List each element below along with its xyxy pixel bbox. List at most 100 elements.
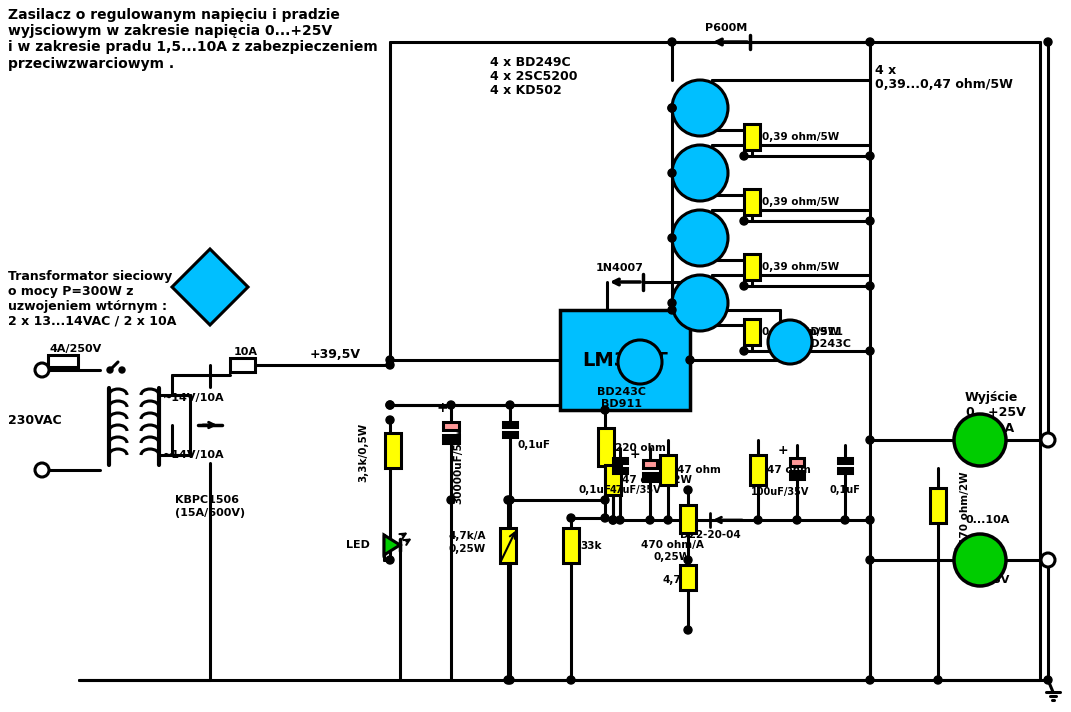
Text: Zasilacz o regulowanym napięciu i pradzie
wyjsciowym w zakresie napięcia 0...+25: Zasilacz o regulowanym napięciu i pradzi… — [7, 8, 378, 70]
Text: LED: LED — [346, 540, 369, 550]
Circle shape — [506, 676, 514, 684]
Circle shape — [107, 367, 114, 373]
Text: 47uF/35V: 47uF/35V — [609, 485, 661, 495]
Bar — [680, 565, 696, 590]
Text: 4 x: 4 x — [875, 63, 896, 76]
Circle shape — [934, 676, 942, 684]
Text: P600M: P600M — [705, 23, 748, 33]
Bar — [838, 458, 853, 463]
Bar — [500, 528, 516, 563]
Circle shape — [1044, 38, 1052, 46]
Circle shape — [841, 516, 849, 524]
Text: Wyjście: Wyjście — [965, 392, 1019, 404]
Circle shape — [866, 347, 874, 355]
Text: 4 x KD502: 4 x KD502 — [491, 83, 562, 97]
Polygon shape — [384, 535, 399, 555]
Bar — [560, 310, 690, 410]
Bar — [598, 428, 614, 466]
Circle shape — [668, 306, 676, 314]
Text: 220 ohm: 220 ohm — [615, 443, 666, 453]
Bar — [563, 528, 579, 563]
Bar — [48, 355, 78, 367]
Circle shape — [672, 275, 728, 331]
Circle shape — [668, 38, 676, 46]
Bar — [660, 455, 676, 485]
Text: +39,5V: +39,5V — [310, 347, 361, 360]
Circle shape — [866, 556, 874, 564]
Circle shape — [506, 496, 514, 504]
Bar — [744, 254, 760, 280]
Circle shape — [793, 516, 801, 524]
Text: 0,25W: 0,25W — [653, 552, 691, 562]
Text: 1...10A: 1...10A — [965, 422, 1015, 434]
Text: (15A/600V): (15A/600V) — [175, 508, 245, 518]
Circle shape — [567, 514, 575, 522]
Text: 0,39 ohm/5W: 0,39 ohm/5W — [761, 132, 840, 142]
Bar — [744, 124, 760, 150]
Circle shape — [1044, 676, 1052, 684]
Text: 0...+25V: 0...+25V — [965, 407, 1026, 419]
Circle shape — [866, 282, 874, 290]
Circle shape — [740, 347, 748, 355]
Circle shape — [668, 234, 676, 242]
Circle shape — [866, 676, 874, 684]
Circle shape — [386, 361, 394, 369]
Circle shape — [866, 152, 874, 160]
Circle shape — [386, 356, 394, 364]
Circle shape — [35, 463, 49, 477]
Bar — [613, 468, 627, 473]
Text: 3,3k/0,5W: 3,3k/0,5W — [358, 422, 368, 481]
Circle shape — [866, 436, 874, 444]
Text: Transformator sieciowy
o mocy P=300W z
uzwojeniem wtórnym :
2 x 13...14VAC / 2 x: Transformator sieciowy o mocy P=300W z u… — [7, 270, 177, 328]
Circle shape — [447, 401, 455, 409]
Circle shape — [119, 367, 125, 373]
Circle shape — [1041, 553, 1055, 567]
Circle shape — [386, 401, 394, 409]
Text: 100uF/35V: 100uF/35V — [751, 487, 810, 497]
Circle shape — [866, 516, 874, 524]
Circle shape — [668, 104, 676, 112]
Text: 4A/250V: 4A/250V — [50, 344, 102, 354]
Text: 0,1uF: 0,1uF — [578, 485, 612, 495]
Circle shape — [668, 169, 676, 177]
Text: KBPC1506: KBPC1506 — [175, 495, 239, 505]
Circle shape — [866, 217, 874, 225]
Circle shape — [740, 217, 748, 225]
Circle shape — [684, 626, 692, 634]
Bar — [643, 460, 657, 468]
Text: 4 x 2SC5200: 4 x 2SC5200 — [491, 70, 577, 83]
Text: 33k: 33k — [580, 541, 602, 551]
Circle shape — [740, 152, 748, 160]
Text: 0,1uF: 0,1uF — [830, 485, 860, 495]
Text: +: + — [952, 543, 965, 557]
Text: BD911: BD911 — [602, 399, 643, 409]
Text: 4,7: 4,7 — [663, 575, 681, 585]
Bar — [643, 473, 657, 481]
Text: 0...25V: 0...25V — [965, 575, 1009, 585]
Circle shape — [954, 414, 1006, 466]
Text: BD243C: BD243C — [802, 339, 851, 349]
Circle shape — [386, 556, 394, 564]
Circle shape — [567, 676, 575, 684]
Text: 47 ohm: 47 ohm — [677, 465, 721, 475]
Bar — [790, 458, 804, 466]
Text: BD911: BD911 — [802, 327, 843, 337]
Bar — [605, 465, 621, 495]
Text: 0,39 ohm/5W: 0,39 ohm/5W — [761, 262, 840, 272]
Circle shape — [668, 299, 676, 307]
Circle shape — [672, 210, 728, 266]
Circle shape — [1041, 433, 1055, 447]
Bar — [443, 435, 459, 443]
Circle shape — [954, 534, 1006, 586]
Circle shape — [664, 516, 672, 524]
Circle shape — [684, 556, 692, 564]
Circle shape — [35, 363, 49, 377]
Bar — [838, 468, 853, 473]
Bar — [443, 422, 459, 430]
Text: 4 x BD249C: 4 x BD249C — [491, 56, 571, 68]
Circle shape — [504, 676, 512, 684]
Text: +: + — [778, 444, 788, 456]
Text: V: V — [974, 551, 987, 569]
Text: 0,39 ohm/5W: 0,39 ohm/5W — [761, 327, 840, 337]
Circle shape — [506, 401, 514, 409]
